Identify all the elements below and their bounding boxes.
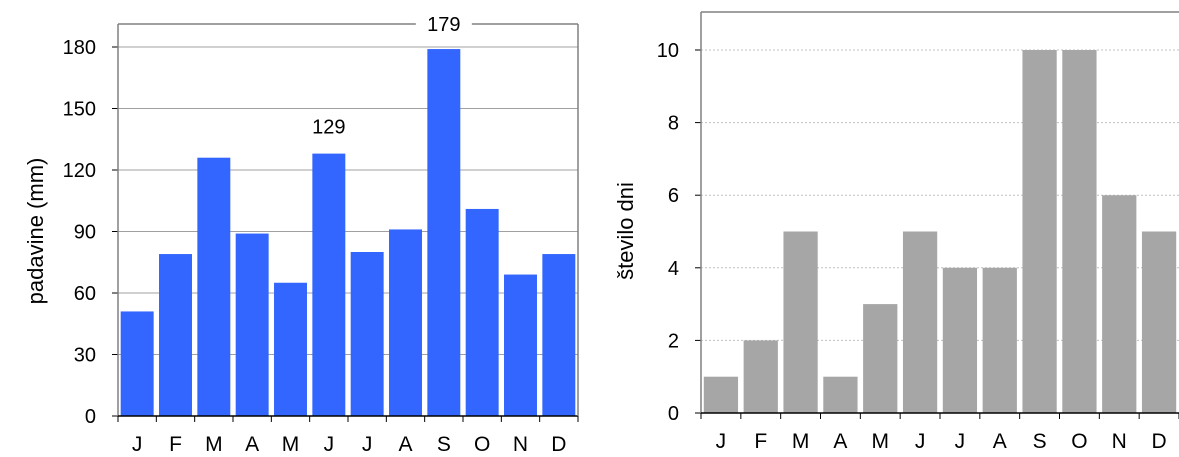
chart1-category-label: D <box>551 433 566 456</box>
chart2-bar <box>1102 195 1137 413</box>
chart1-bar <box>312 153 346 416</box>
chart2-category-label: M <box>792 430 810 453</box>
chart2-bar <box>743 340 778 413</box>
chart2-bar <box>863 304 898 413</box>
chart2-category-label: S <box>1033 430 1047 453</box>
chart1-y-tick-label: 30 <box>74 345 96 367</box>
chart1-category-label: M <box>205 433 223 456</box>
chart1-category-label: M <box>282 433 300 456</box>
chart1-y-axis-title: padavine (mm) <box>23 158 48 305</box>
chart1-category-label: O <box>474 433 490 456</box>
chart1-data-label: 179 <box>427 14 460 36</box>
chart2-bar <box>982 267 1017 413</box>
chart1-bar <box>465 208 499 416</box>
chart1-bar <box>350 252 384 416</box>
chart1-category-label: J <box>132 433 143 456</box>
chart1-bar <box>389 229 422 416</box>
chart1-y-tick-label: 60 <box>74 283 96 305</box>
chart2-category-label: A <box>833 430 847 453</box>
chart1-bar <box>274 282 307 416</box>
chart1-y-tick-label: 0 <box>85 406 96 428</box>
chart2-bar <box>1062 50 1097 413</box>
chart1-bar <box>159 254 192 416</box>
chart2-category-label: F <box>754 430 767 453</box>
chart1-bar <box>504 274 537 416</box>
chart1-category-label: S <box>437 433 451 456</box>
chart1-data-label: 129 <box>312 117 345 139</box>
chart2-category-label: M <box>872 430 890 453</box>
chart2-category-label: J <box>915 430 926 453</box>
chart1-category-label: J <box>324 433 335 456</box>
chart1-bar <box>120 311 154 416</box>
chart2-category-label: N <box>1112 430 1127 453</box>
chart2-bar <box>783 231 818 413</box>
chart1-bar <box>427 49 461 417</box>
chart2-bar <box>1141 231 1177 413</box>
chart2-y-tick-label: 0 <box>668 403 679 425</box>
chart2-y-axis-title: število dni <box>613 182 638 280</box>
chart1-data-label-bg <box>415 12 472 36</box>
chart2-category-label: A <box>993 430 1007 453</box>
chart2-bar <box>942 267 978 413</box>
chart1-bar <box>197 157 231 416</box>
chart2-category-label: J <box>955 430 966 453</box>
chart1-category-label: J <box>362 433 373 456</box>
chart2-bar <box>703 376 739 413</box>
chart2-category-label: J <box>716 430 727 453</box>
chart1-bar <box>235 233 269 416</box>
chart2-y-tick-label: 10 <box>657 40 679 62</box>
chart2-y-tick-label: 6 <box>668 185 679 207</box>
chart2-bar <box>823 376 858 413</box>
chart1-y-tick-label: 150 <box>63 99 96 121</box>
chart1-category-label: A <box>398 433 412 456</box>
chart1-bar <box>542 254 576 416</box>
chart2-y-tick-label: 2 <box>668 330 679 352</box>
chart2-bar <box>902 231 938 413</box>
chart2-category-label: O <box>1071 430 1087 453</box>
chart1-category-label: N <box>513 433 528 456</box>
chart1-y-tick-label: 180 <box>63 37 96 59</box>
chart2-y-tick-label: 4 <box>668 258 679 280</box>
chart2-bar <box>1022 50 1057 413</box>
chart1-category-label: F <box>169 433 182 456</box>
chart1-y-tick-label: 120 <box>63 160 96 182</box>
chart2-category-label: D <box>1151 430 1166 453</box>
chart2-y-tick-label: 8 <box>668 113 679 135</box>
chart1-y-tick-label: 90 <box>74 222 96 244</box>
chart1-category-label: A <box>245 433 259 456</box>
